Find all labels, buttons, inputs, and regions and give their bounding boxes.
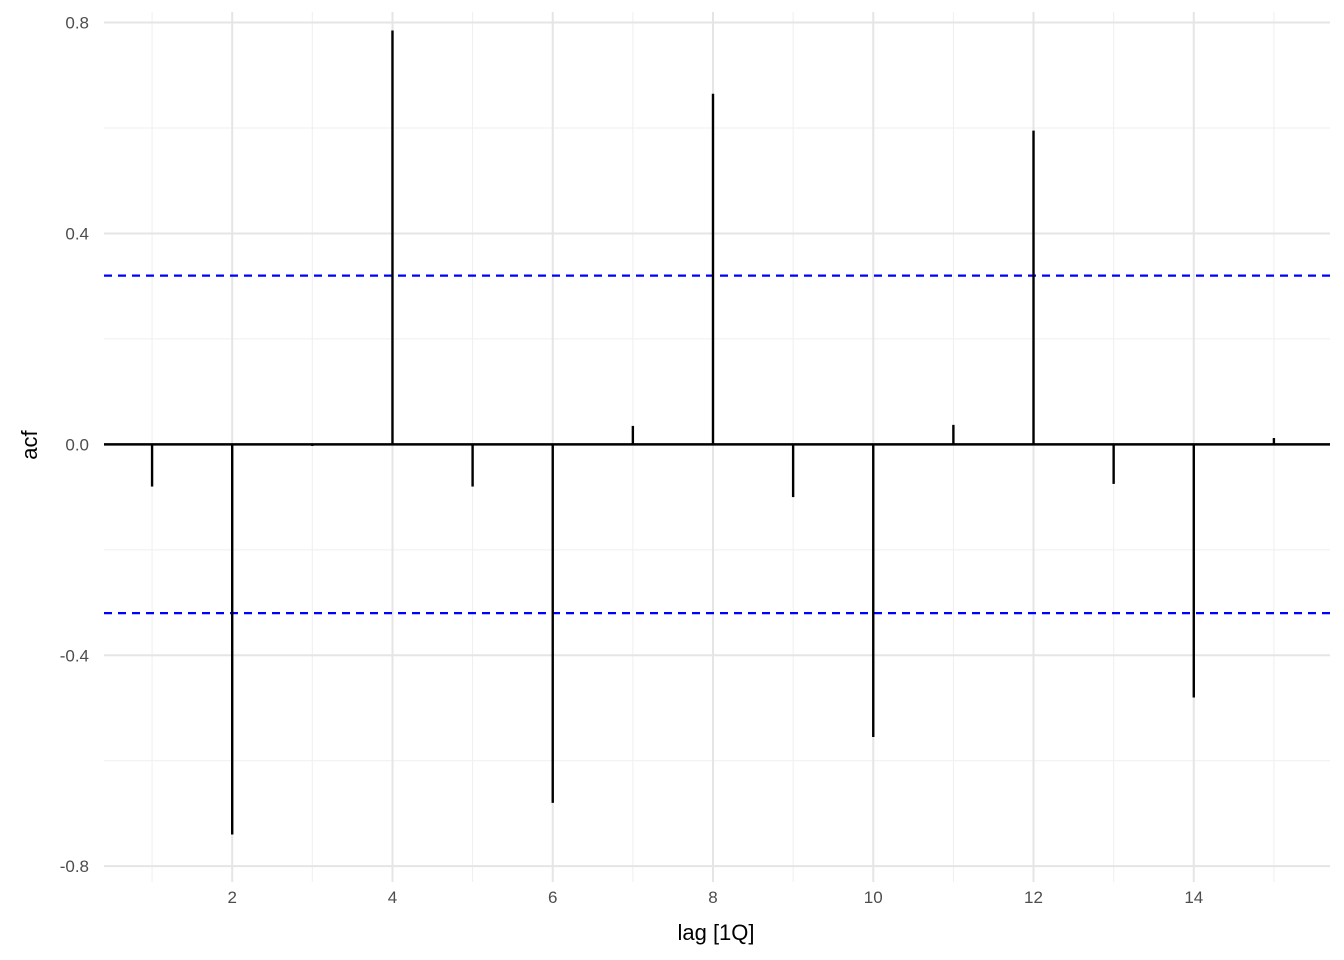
acf-spikes xyxy=(150,30,1276,835)
x-tick-label: 10 xyxy=(864,888,883,907)
y-tick-label: -0.8 xyxy=(60,857,89,876)
y-tick-label: -0.4 xyxy=(60,646,89,665)
x-tick-label: 14 xyxy=(1184,888,1203,907)
y-axis-ticks: -0.8 -0.4 0.0 0.4 0.8 xyxy=(60,14,89,877)
y-tick-label: 0.0 xyxy=(65,435,89,454)
x-axis-ticks: 2 4 6 8 10 12 14 xyxy=(227,888,1203,907)
y-tick-label: 0.8 xyxy=(65,14,89,33)
x-tick-label: 8 xyxy=(708,888,717,907)
grid xyxy=(104,12,1330,882)
x-axis-title: lag [1Q] xyxy=(677,920,754,945)
x-tick-label: 4 xyxy=(388,888,397,907)
x-tick-label: 12 xyxy=(1024,888,1043,907)
x-tick-label: 6 xyxy=(548,888,557,907)
y-axis-title: acf xyxy=(17,429,42,459)
y-tick-label: 0.4 xyxy=(65,224,89,243)
x-tick-label: 2 xyxy=(227,888,236,907)
